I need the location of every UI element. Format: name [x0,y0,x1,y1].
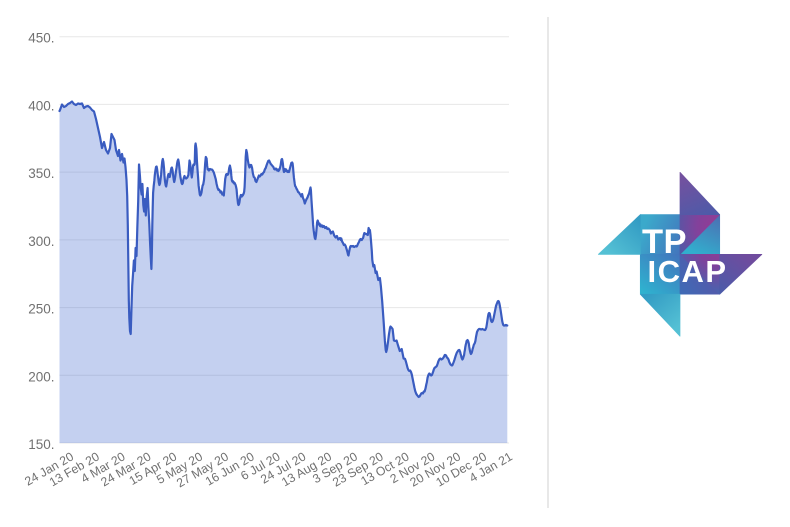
svg-text:150.: 150. [28,437,54,452]
svg-text:350.: 350. [28,166,54,181]
svg-text:200.: 200. [28,369,54,384]
svg-text:400.: 400. [28,98,54,113]
svg-text:TP: TP [642,223,687,261]
svg-text:300.: 300. [28,234,54,249]
svg-text:450.: 450. [28,31,54,46]
svg-text:250.: 250. [28,302,54,317]
svg-text:ICAP: ICAP [647,254,727,289]
